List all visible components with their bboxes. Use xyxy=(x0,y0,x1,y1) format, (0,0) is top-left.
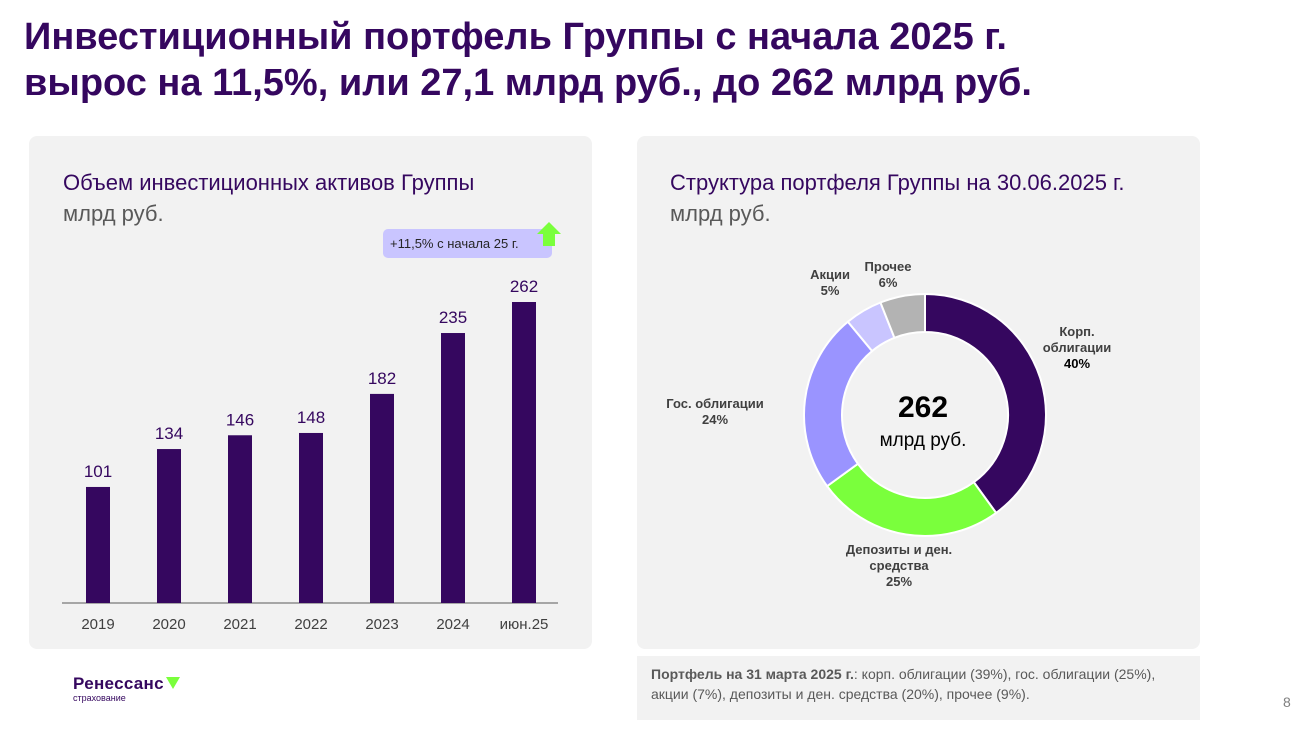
growth-annotation: +11,5% с начала 25 г. xyxy=(390,236,519,251)
footnote: Портфель на 31 марта 2025 г.: корп. обли… xyxy=(637,656,1200,720)
donut-slice xyxy=(825,462,998,537)
bar-chart-subtitle: млрд руб. xyxy=(63,201,164,226)
slide-title: Инвестиционный портфель Группы с начала … xyxy=(24,16,1032,104)
x-tick-label: 2019 xyxy=(81,616,114,633)
bar-value-label: 262 xyxy=(510,277,538,296)
arrow-up-icon xyxy=(537,222,561,246)
bar xyxy=(86,486,110,603)
slice-label: Гос. облигации 24% xyxy=(666,396,763,427)
bar xyxy=(441,333,465,603)
bar-value-label: 146 xyxy=(226,410,254,429)
bar-value-label: 134 xyxy=(155,424,183,443)
bar xyxy=(512,302,536,603)
x-tick-label: 2023 xyxy=(365,616,398,633)
slice-label: Корп. облигации 40% xyxy=(1043,324,1112,371)
bar xyxy=(299,432,323,603)
x-tick-label: 2022 xyxy=(294,616,327,633)
donut-chart-title: Структура портфеля Группы на 30.06.2025 … xyxy=(670,170,1125,195)
donut-panel xyxy=(637,136,1200,649)
bar-value-label: 101 xyxy=(84,462,112,481)
donut-slice xyxy=(803,320,874,488)
slice-label: Депозиты и ден. средства 25% xyxy=(846,542,952,589)
donut-slice xyxy=(924,292,1047,515)
slice-label: Акции 5% xyxy=(810,267,850,298)
donut-chart-subtitle: млрд руб. xyxy=(670,201,771,226)
donut-chart: Корп. облигации 40% Депозиты и ден. средства… xyxy=(666,259,1112,589)
logo-triangle-icon xyxy=(165,677,180,689)
bar xyxy=(228,435,252,603)
bar-chart-title: Объем инвестиционных активов Группы xyxy=(63,170,475,195)
donut-center-unit: млрд руб. xyxy=(880,430,967,451)
x-tick-label: 2021 xyxy=(223,616,256,633)
bar-value-label: 235 xyxy=(439,308,467,327)
bar xyxy=(370,393,394,603)
x-tick-label: 2020 xyxy=(152,616,185,633)
slice-label: Прочее 6% xyxy=(865,259,912,290)
x-tick-label: июн.25 xyxy=(500,616,549,633)
x-tick-label: 2024 xyxy=(436,616,469,633)
bar-chart: 101 2019 134 2020 146 2021 148 2022 182 2023 235 20… xyxy=(62,222,561,633)
page-number: 8 xyxy=(1283,694,1291,710)
donut-slice xyxy=(879,292,926,340)
logo: Ренессанс страхование xyxy=(73,674,180,703)
donut-center-value: 262 xyxy=(898,391,948,424)
bar-value-label: 182 xyxy=(368,369,396,388)
bar-value-label: 148 xyxy=(297,408,325,427)
growth-annotation-box xyxy=(383,229,552,258)
bar xyxy=(157,449,181,603)
